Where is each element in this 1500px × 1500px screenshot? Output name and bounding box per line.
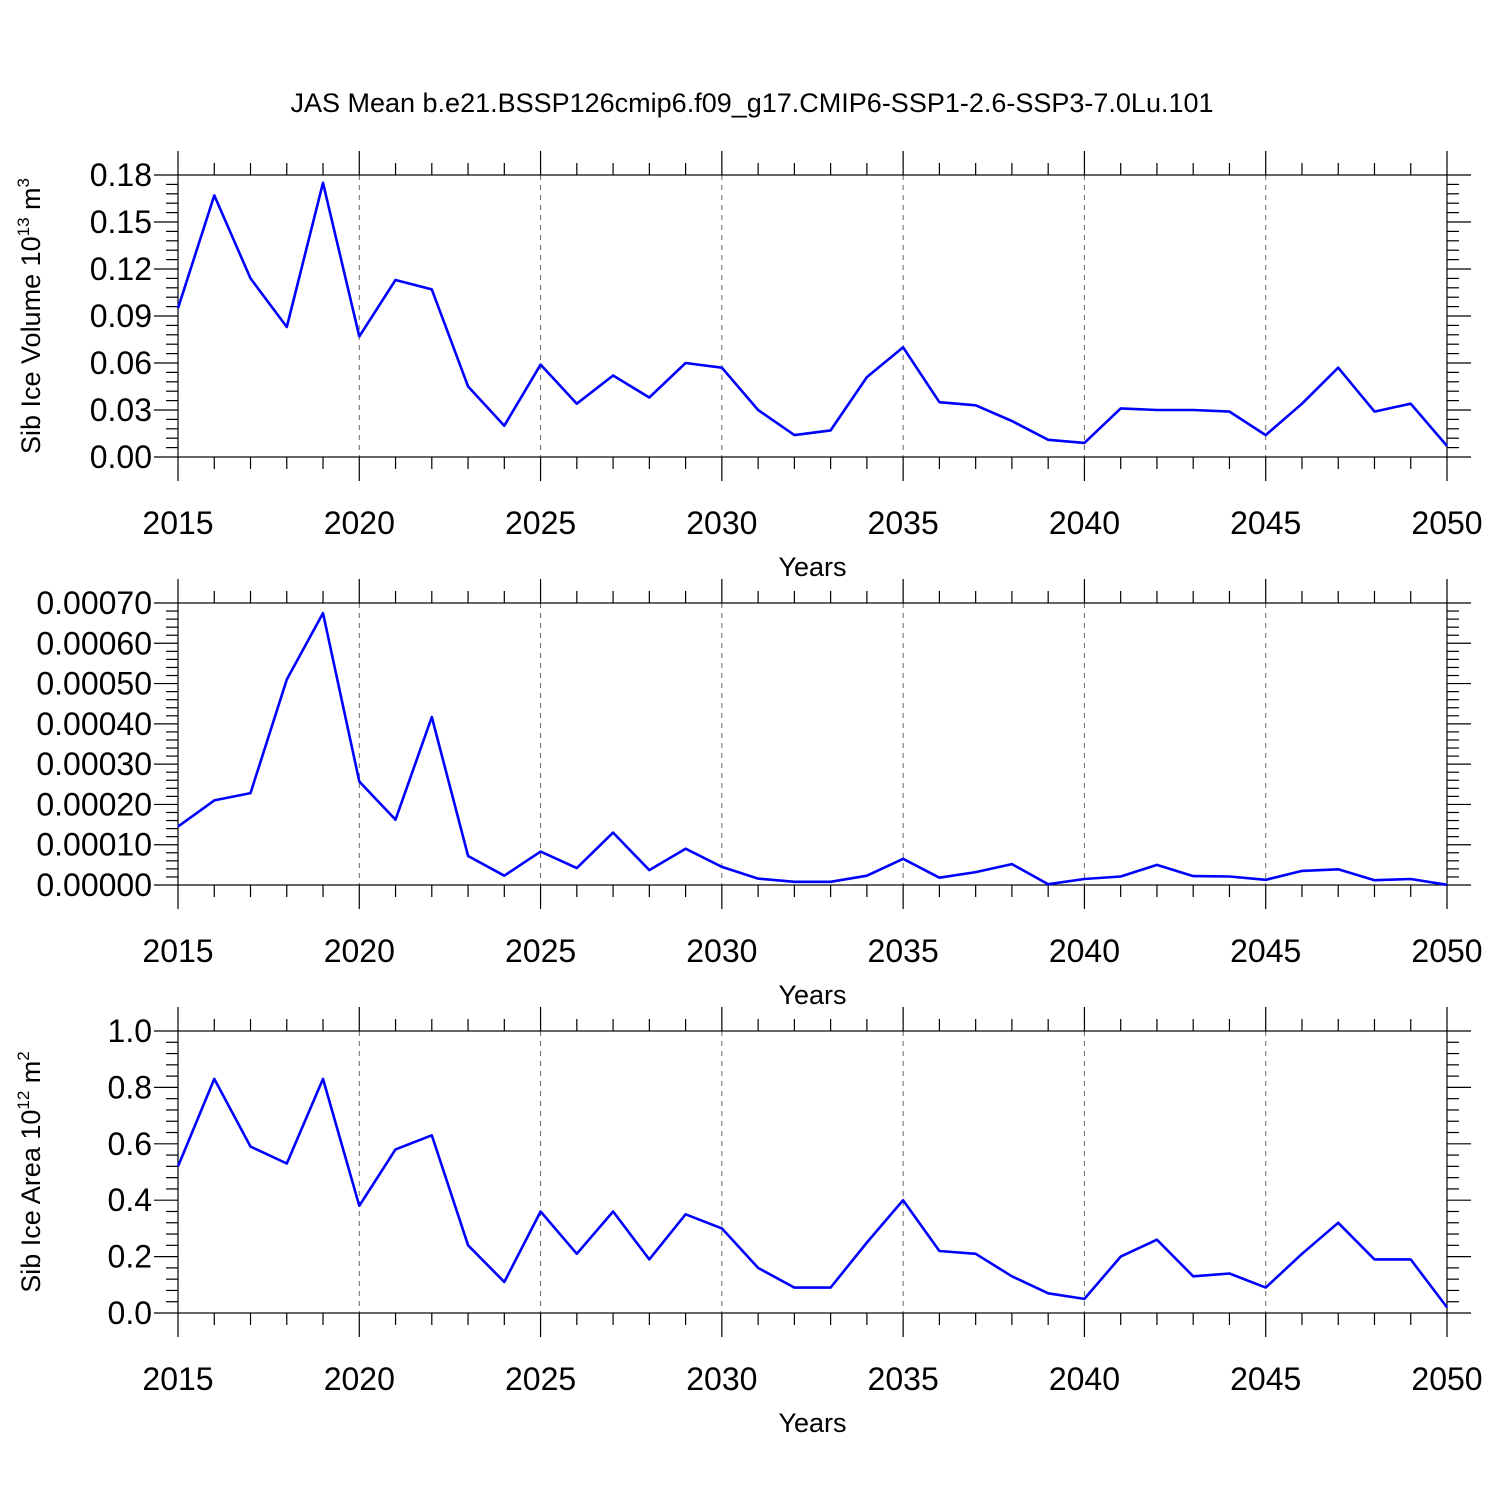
y-axis-label: Sib Ice Volume 1013 m3: [14, 178, 46, 454]
y-axis-label-superscript: 13: [14, 217, 33, 236]
x-tick-label: 2030: [686, 933, 757, 969]
figure-title: JAS Mean b.e21.BSSP126cmip6.f09_g17.CMIP…: [290, 88, 1213, 118]
plot-frame: [177, 1030, 1448, 1314]
y-tick-label: 0.6: [108, 1126, 152, 1162]
y-axis-label-part: m: [16, 1061, 46, 1091]
x-tick-label: 2015: [142, 1361, 213, 1397]
y-axis-label-superscript: 2: [14, 1051, 33, 1060]
y-tick-label: 0.2: [108, 1239, 152, 1275]
x-tick-label: 2040: [1049, 505, 1120, 541]
x-tick-label: 2040: [1049, 1361, 1120, 1397]
plot-frame: [177, 174, 1448, 458]
y-tick-label: 0.00040: [36, 706, 152, 742]
x-tick-label: 2035: [868, 933, 939, 969]
x-tick-label: 2035: [868, 505, 939, 541]
y-axis-label-superscript: 3: [14, 178, 33, 187]
y-tick-label: 0.18: [90, 157, 152, 193]
x-tick-label: 2050: [1411, 1361, 1482, 1397]
x-tick-label: 2045: [1230, 505, 1301, 541]
y-axis-label-part: Sib Ice Area 10: [16, 1110, 46, 1293]
x-tick-label: 2035: [868, 1361, 939, 1397]
x-tick-label: 2015: [142, 505, 213, 541]
y-tick-label: 0.4: [108, 1182, 152, 1218]
y-axis-label-part: Sib Ice Volume 10: [16, 236, 46, 454]
x-tick-label: 2025: [505, 505, 576, 541]
x-tick-label: 2030: [686, 1361, 757, 1397]
y-tick-label: 0.00: [90, 439, 152, 475]
plot-frame: [177, 602, 1448, 886]
data-series-line: [176, 181, 1448, 447]
x-axis-label: Years: [778, 980, 846, 1010]
y-tick-label: 0.00030: [36, 746, 152, 782]
x-tick-label: 2020: [324, 1361, 395, 1397]
y-axis-label-superscript: 12: [14, 1091, 33, 1110]
x-axis-label: Years: [778, 1408, 846, 1438]
area-panel: 2015 2020 2025 2030 2035 2040 2045 2050 0.0 0.2 0.…: [14, 1007, 1483, 1438]
volume-panel: 2015 2020 2025 2030 2035 2040 2045 2050 0.00 0.03…: [14, 151, 1483, 582]
x-tick-label: 2015: [142, 933, 213, 969]
x-tick-label: 2030: [686, 505, 757, 541]
y-tick-label: 0.06: [90, 345, 152, 381]
x-tick-label: 2025: [505, 1361, 576, 1397]
x-tick-label: 2045: [1230, 1361, 1301, 1397]
y-tick-label: 0.15: [90, 204, 152, 240]
y-tick-label: 0.00050: [36, 666, 152, 702]
y-tick-label: 0.00010: [36, 827, 152, 863]
x-axis-label: Years: [778, 552, 846, 582]
x-tick-label: 2040: [1049, 933, 1120, 969]
x-tick-label: 2020: [324, 505, 395, 541]
y-tick-label: 0.8: [108, 1069, 152, 1105]
x-tick-label: 2050: [1411, 505, 1482, 541]
data-series-line: [177, 611, 1448, 887]
y-tick-label: 0.0: [108, 1295, 152, 1331]
middle-panel: 2015 2020 2025 2030 2035 2040 2045 2050 0.00000 0…: [36, 579, 1483, 1010]
x-tick-label: 2020: [324, 933, 395, 969]
y-axis-label: Sib Ice Area 1012 m2: [14, 1051, 46, 1293]
y-tick-label: 0.00000: [36, 867, 152, 903]
y-tick-label: 0.09: [90, 298, 152, 334]
y-tick-label: 0.12: [90, 251, 152, 287]
y-tick-label: 0.00070: [36, 585, 152, 621]
y-tick-label: 0.00060: [36, 625, 152, 661]
y-tick-label: 1.0: [108, 1013, 152, 1049]
x-tick-label: 2025: [505, 933, 576, 969]
panels-container: 2015 2020 2025 2030 2035 2040 2045 20500.000.03…: [14, 151, 1483, 1438]
data-series-line: [176, 1077, 1449, 1309]
y-axis-label-part: m: [16, 187, 46, 217]
y-tick-label: 0.00020: [36, 786, 152, 822]
x-tick-label: 2050: [1411, 933, 1482, 969]
x-tick-label: 2045: [1230, 933, 1301, 969]
y-tick-label: 0.03: [90, 392, 152, 428]
